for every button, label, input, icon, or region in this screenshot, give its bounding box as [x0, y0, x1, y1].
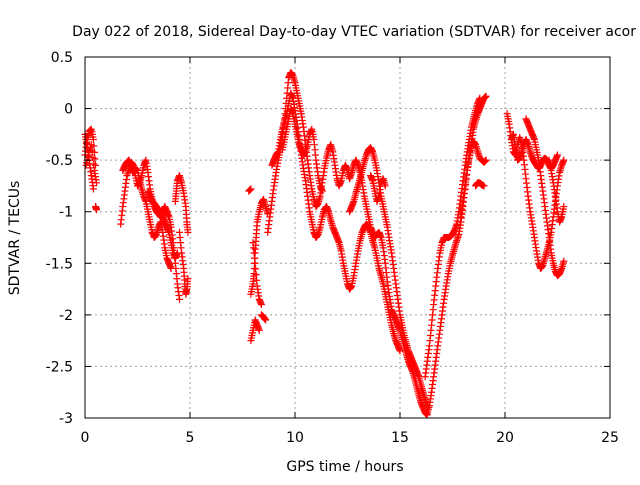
data-point	[167, 264, 175, 272]
data-point	[560, 156, 568, 164]
data-point	[480, 182, 488, 190]
data-point	[482, 156, 490, 164]
data-point	[90, 160, 98, 168]
scatter-marks	[81, 68, 568, 419]
chart-title: Day 022 of 2018, Sidereal Day-to-day VTE…	[72, 24, 636, 40]
data-point	[257, 301, 265, 309]
data-point	[255, 326, 263, 334]
x-tick-label: 5	[186, 430, 195, 446]
x-axis-label: GPS time / hours	[286, 459, 403, 475]
y-tick-label: -3	[59, 411, 73, 427]
x-tick-label: 0	[81, 430, 90, 446]
data-point	[262, 316, 270, 324]
y-tick-label: -2.5	[46, 359, 73, 375]
x-tick-label: 20	[496, 430, 514, 446]
y-tick-label: 0	[64, 102, 73, 118]
data-point	[381, 182, 389, 190]
data-point	[89, 185, 97, 193]
data-point	[318, 187, 326, 195]
data-point	[176, 295, 183, 303]
data-point	[89, 136, 97, 144]
y-tick-label: 0.5	[51, 50, 73, 66]
data-point	[88, 147, 96, 155]
data-point	[93, 179, 101, 187]
data-point	[184, 275, 192, 283]
data-point	[554, 151, 561, 159]
data-point	[476, 94, 484, 102]
axis-ticks: 0 5 10 15 20 25 0.5 0 -0.5 -1 -1.5 -2 -2.5 -3	[46, 50, 619, 446]
data-point	[89, 154, 97, 162]
x-tick-label: 15	[391, 430, 409, 446]
data-point	[560, 203, 568, 211]
data-point	[560, 257, 568, 265]
y-tick-label: -1	[59, 205, 73, 221]
data-point	[482, 92, 490, 100]
data-point	[93, 206, 101, 214]
data-point	[247, 185, 255, 193]
x-tick-label: 10	[286, 430, 304, 446]
y-tick-label: -2	[59, 308, 73, 324]
plot-frame	[84, 56, 611, 419]
data-point	[184, 228, 192, 236]
data-point	[396, 347, 404, 355]
x-tick-label: 25	[601, 430, 619, 446]
y-axis-label: SDTVAR / TECUs	[7, 181, 23, 296]
data-point	[87, 141, 95, 149]
y-tick-label: -1.5	[46, 256, 73, 272]
y-tick-label: -0.5	[46, 153, 73, 169]
